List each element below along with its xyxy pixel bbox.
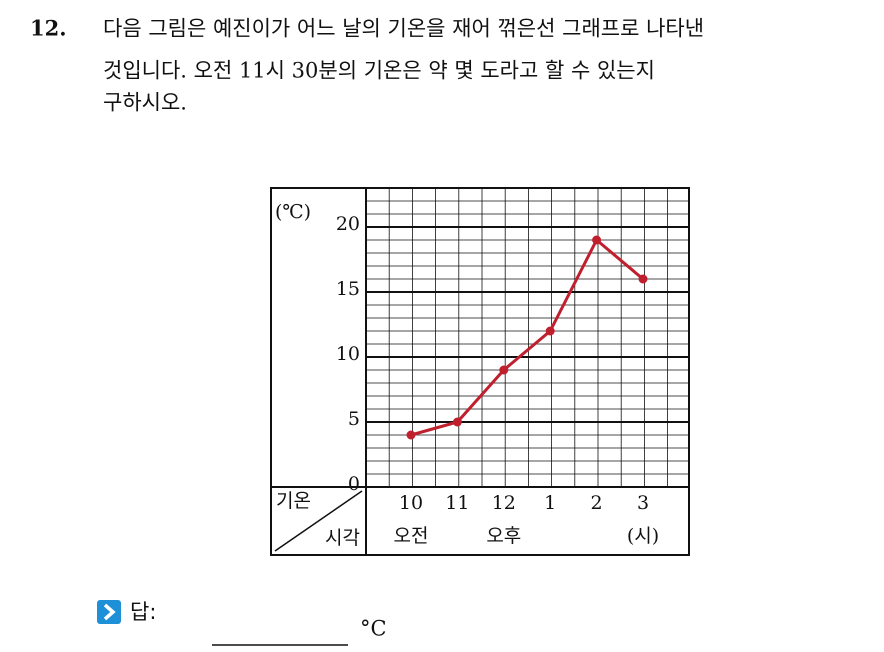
period-label: 오전 — [394, 525, 429, 547]
x-tick-label: 3 — [637, 492, 649, 514]
data-point — [499, 365, 509, 375]
question-number: 12. — [30, 16, 67, 41]
question-line: 다음 그림은 예진이가 어느 날의 기온을 재어 꺾은선 그래프로 나타낸 — [103, 17, 704, 41]
data-point — [545, 326, 555, 336]
y-tick-label: 20 — [336, 213, 360, 235]
x-tick-label: 10 — [399, 492, 423, 514]
x-tick-label: 1 — [544, 492, 556, 514]
question-line: 구하시오. — [103, 91, 187, 115]
y-tick-label: 10 — [336, 343, 360, 365]
x-unit: (시) — [627, 525, 659, 547]
chart-frame — [270, 187, 690, 556]
data-point — [452, 417, 462, 427]
period-label: 오후 — [486, 525, 521, 547]
row-header: 기온 — [276, 490, 311, 512]
column-header: 시각 — [325, 527, 360, 549]
answer-unit: °C — [360, 617, 387, 641]
y-tick-label: 5 — [348, 408, 360, 430]
x-tick-label: 12 — [492, 492, 516, 514]
x-tick-label: 2 — [591, 492, 603, 514]
y-tick-label: 0 — [348, 473, 360, 495]
data-point — [592, 235, 602, 245]
y-unit: (℃) — [275, 201, 311, 223]
answer-label: 답: — [130, 600, 156, 624]
x-tick-label: 11 — [445, 492, 469, 514]
data-point — [406, 430, 416, 440]
answer-icon-arrow — [103, 603, 116, 621]
data-point — [638, 274, 648, 284]
header-diagonal — [274, 490, 363, 552]
data-line — [410, 237, 644, 437]
y-tick-label: 15 — [336, 278, 360, 300]
answer-icon — [97, 600, 121, 624]
question-line: 것입니다. 오전 11시 30분의 기온은 약 몇 도라고 할 수 있는지 — [103, 59, 655, 83]
